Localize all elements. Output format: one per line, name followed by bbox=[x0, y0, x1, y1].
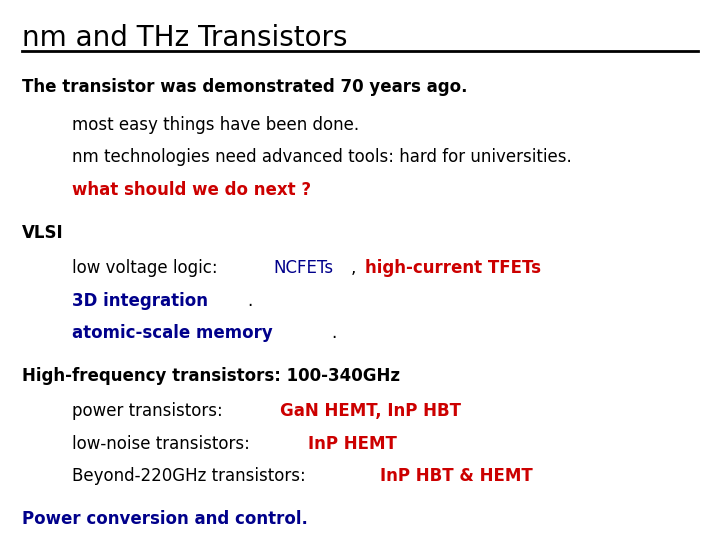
Text: 3D integration: 3D integration bbox=[72, 292, 208, 309]
Text: high-current TFETs: high-current TFETs bbox=[365, 259, 541, 277]
Text: nm technologies need advanced tools: hard for universities.: nm technologies need advanced tools: har… bbox=[72, 148, 572, 166]
Text: most easy things have been done.: most easy things have been done. bbox=[72, 116, 359, 134]
Text: NCFETs: NCFETs bbox=[274, 259, 333, 277]
Text: what should we do next ?: what should we do next ? bbox=[72, 181, 311, 199]
Text: atomic-scale memory: atomic-scale memory bbox=[72, 324, 273, 342]
Text: Power conversion and control.: Power conversion and control. bbox=[22, 510, 307, 528]
Text: power transistors:: power transistors: bbox=[72, 402, 233, 420]
Text: ,: , bbox=[351, 259, 361, 277]
Text: .: . bbox=[331, 324, 336, 342]
Text: InP HBT & HEMT: InP HBT & HEMT bbox=[380, 467, 533, 485]
Text: VLSI: VLSI bbox=[22, 224, 63, 242]
Text: InP HEMT: InP HEMT bbox=[308, 435, 397, 453]
Text: Beyond-220GHz transistors:: Beyond-220GHz transistors: bbox=[72, 467, 311, 485]
Text: High-frequency transistors: 100-340GHz: High-frequency transistors: 100-340GHz bbox=[22, 367, 400, 385]
Text: low-noise transistors:: low-noise transistors: bbox=[72, 435, 255, 453]
Text: The transistor was demonstrated 70 years ago.: The transistor was demonstrated 70 years… bbox=[22, 78, 467, 96]
Text: GaN HEMT, InP HBT: GaN HEMT, InP HBT bbox=[280, 402, 461, 420]
Text: low voltage logic:: low voltage logic: bbox=[72, 259, 228, 277]
Text: nm and THz Transistors: nm and THz Transistors bbox=[22, 24, 347, 52]
Text: .: . bbox=[248, 292, 253, 309]
